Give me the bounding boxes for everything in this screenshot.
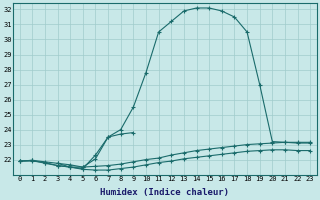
X-axis label: Humidex (Indice chaleur): Humidex (Indice chaleur) xyxy=(100,188,229,197)
